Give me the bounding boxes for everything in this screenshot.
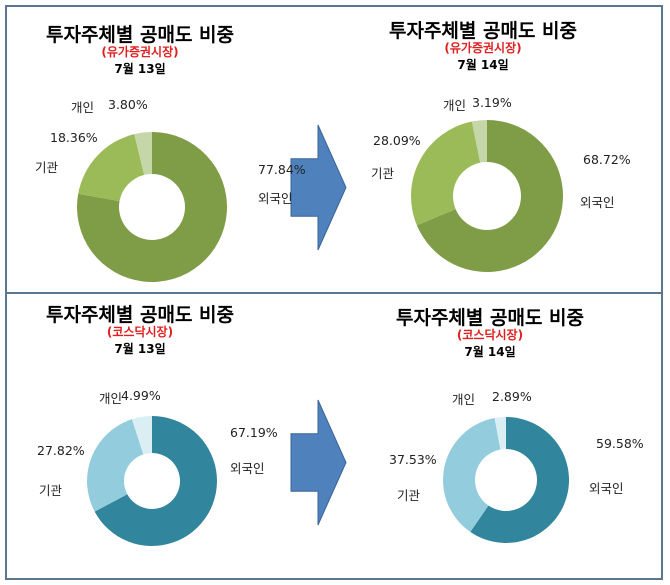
- chart-title: 투자주체별 공매도 비중: [395, 307, 585, 329]
- category-label-institution: 기관: [35, 160, 59, 175]
- donut-slice-individual: [494, 417, 506, 450]
- chart-title: 투자주체별 공매도 비중: [45, 304, 235, 326]
- data-label-individual: 4.99%: [121, 388, 161, 403]
- data-label-foreign: 59.58%: [596, 436, 644, 451]
- donut-slice-institution: [443, 418, 501, 532]
- chart-date: 7월 14일: [457, 58, 509, 72]
- category-label-foreign: 외국인: [580, 195, 615, 210]
- donut-slice-individual: [131, 416, 152, 455]
- category-label-institution: 기관: [39, 483, 63, 498]
- market-subtitle: (유가증권시장): [444, 41, 522, 55]
- donut-slice-institution: [78, 134, 145, 202]
- chart-date: 7월 14일: [464, 345, 516, 359]
- category-label-individual: 개인: [443, 98, 467, 113]
- category-label-foreign: 외국인: [589, 481, 624, 496]
- category-label-institution: 기관: [371, 166, 395, 181]
- category-label-institution: 기관: [397, 488, 421, 503]
- data-label-institution: 28.09%: [373, 133, 421, 148]
- category-label-individual: 개인: [452, 392, 476, 407]
- donut-slice-individual: [471, 120, 487, 163]
- donut-slice-foreign: [416, 120, 563, 272]
- right-arrow-icon: [290, 124, 347, 251]
- data-label-individual: 3.80%: [108, 97, 148, 112]
- data-label-individual: 3.19%: [472, 95, 512, 110]
- data-label-foreign: 77.84%: [258, 162, 306, 177]
- right-arrow-icon: [290, 399, 347, 526]
- chart-date: 7월 13일: [114, 342, 166, 356]
- data-label-foreign: 67.19%: [230, 425, 278, 440]
- donut-slice-institution: [411, 121, 481, 226]
- data-label-institution: 37.53%: [389, 452, 437, 467]
- market-subtitle: (코스닥시장): [456, 328, 524, 342]
- category-label-foreign: 외국인: [230, 461, 265, 476]
- chart-title: 투자주체별 공매도 비중: [45, 24, 235, 46]
- donut-slice-foreign: [470, 417, 569, 544]
- category-label-individual: 개인: [71, 100, 95, 115]
- data-label-institution: 18.36%: [50, 130, 98, 145]
- chart-date: 7월 13일: [114, 62, 166, 76]
- data-label-foreign: 68.72%: [583, 152, 631, 167]
- donut-slice-foreign: [77, 132, 227, 282]
- market-subtitle: (코스닥시장): [106, 325, 174, 339]
- donut-slice-individual: [134, 132, 152, 175]
- data-label-individual: 2.89%: [492, 389, 532, 404]
- category-label-individual: 개인: [99, 391, 123, 406]
- donut-slice-foreign: [94, 416, 217, 546]
- donut-slice-institution: [86, 419, 144, 512]
- market-subtitle: (유가증권시장): [101, 45, 179, 59]
- chart-title: 투자주체별 공매도 비중: [388, 20, 578, 42]
- data-label-institution: 27.82%: [37, 443, 85, 458]
- category-label-foreign: 외국인: [258, 191, 293, 206]
